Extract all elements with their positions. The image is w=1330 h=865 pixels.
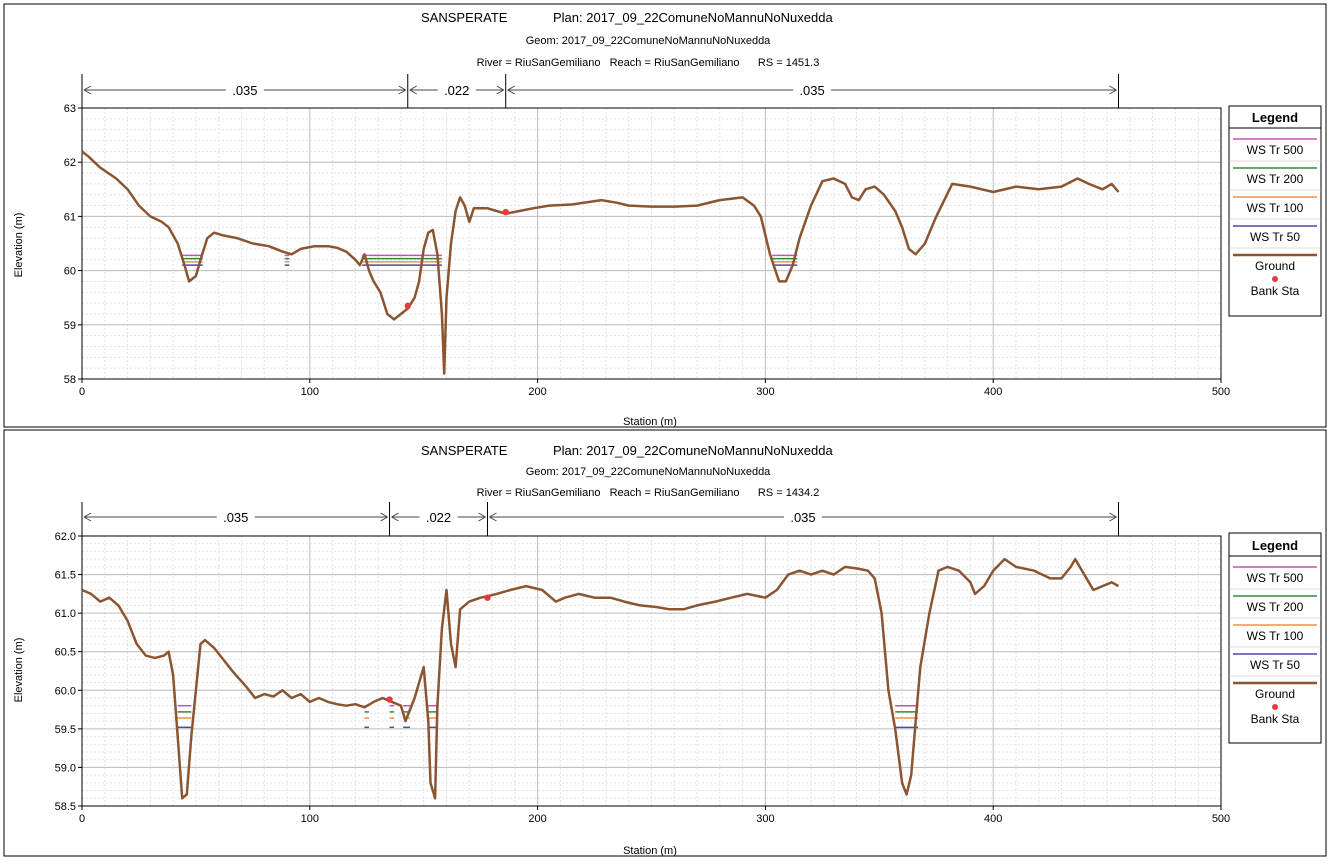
legend-label-ws50: WS Tr 50 <box>1250 658 1300 672</box>
manning-arrow-head <box>83 85 92 95</box>
legend-label-bank-station: Bank Sta <box>1251 712 1300 726</box>
chart1-plan: Plan: 2017_09_22ComuneNoMannuNoNuxedda <box>553 10 833 25</box>
y-tick-label: 60 <box>64 266 76 278</box>
legend-label-ws500: WS Tr 500 <box>1247 571 1304 585</box>
chart1-x-axis-label: Station (m) <box>623 416 677 428</box>
manning-n-label: .022 <box>444 83 469 98</box>
x-tick-label: 400 <box>984 813 1002 825</box>
legend-label-ws200: WS Tr 200 <box>1247 600 1304 614</box>
bank-station-point <box>502 208 509 216</box>
chart1-title: SANSPERATE <box>421 10 508 25</box>
bank-station-point <box>404 302 411 310</box>
bank-station-point <box>386 696 393 703</box>
y-tick-label: 61 <box>64 211 76 223</box>
chart2-river-reach: River = RiuSanGemiliano Reach = RiuSanGe… <box>477 487 820 499</box>
y-tick-label: 59.5 <box>55 724 76 736</box>
x-tick-label: 200 <box>528 386 546 398</box>
manning-n-label: .035 <box>799 83 824 98</box>
chart2-plan: Plan: 2017_09_22ComuneNoMannuNoNuxedda <box>553 443 833 458</box>
x-tick-label: 300 <box>756 813 774 825</box>
y-tick-label: 60.5 <box>55 647 76 659</box>
ground-line <box>81 150 1120 375</box>
y-tick-label: 62 <box>64 157 76 169</box>
plot-area-border <box>81 535 1222 807</box>
manning-n-label: .035 <box>790 510 815 525</box>
chart2-geom: Geom: 2017_09_22ComuneNoMannuNoNuxedda <box>526 466 771 478</box>
chart2-y-axis-label: Elevation (m) <box>13 638 25 703</box>
manning-n-label: .035 <box>232 83 257 98</box>
manning-arrow-head <box>489 512 497 522</box>
y-tick-label: 60.0 <box>55 685 76 697</box>
manning-arrow-head <box>409 85 418 95</box>
legend-label-ws100: WS Tr 100 <box>1247 629 1304 643</box>
manning-arrow-head <box>83 512 92 522</box>
manning-arrow-head <box>478 512 486 522</box>
bank-station-point <box>484 594 491 601</box>
y-tick-label: 59 <box>64 320 76 332</box>
x-tick-label: 0 <box>79 813 85 825</box>
legend-label-ws50: WS Tr 50 <box>1250 230 1300 244</box>
plot-area-border <box>81 107 1222 380</box>
legend-swatch-bank-station <box>1272 276 1278 282</box>
x-tick-label: 400 <box>984 386 1002 398</box>
manning-arrow-head <box>398 85 407 95</box>
x-tick-label: 200 <box>528 813 546 825</box>
chart1-river-reach: River = RiuSanGemiliano Reach = RiuSanGe… <box>477 57 820 69</box>
manning-arrow-head <box>496 85 504 95</box>
y-tick-label: 59.0 <box>55 762 76 774</box>
legend-label-ws500: WS Tr 500 <box>1247 143 1304 157</box>
manning-arrow-head <box>1109 85 1117 95</box>
y-tick-label: 61.0 <box>55 608 76 620</box>
chart1-y-axis-label: Elevation (m) <box>13 213 25 278</box>
y-tick-label: 63 <box>64 103 76 115</box>
y-tick-label: 58.5 <box>55 801 76 813</box>
manning-arrow-head <box>391 512 399 522</box>
legend-title: Legend <box>1252 538 1298 553</box>
x-tick-label: 500 <box>1212 386 1230 398</box>
legend-swatch-bank-station <box>1272 704 1278 710</box>
chart2-title: SANSPERATE <box>421 443 508 458</box>
chart-frame-1451 <box>3 3 1327 428</box>
x-tick-label: 300 <box>756 386 774 398</box>
manning-arrow-head <box>507 85 515 95</box>
chart1-geom: Geom: 2017_09_22ComuneNoMannuNoNuxedda <box>526 35 771 47</box>
manning-n-label: .022 <box>426 510 451 525</box>
x-tick-label: 500 <box>1212 813 1230 825</box>
y-tick-label: 61.5 <box>55 570 76 582</box>
x-tick-label: 100 <box>301 386 319 398</box>
manning-arrow-head <box>1109 512 1117 522</box>
x-tick-label: 0 <box>79 386 85 398</box>
legend-label-ws100: WS Tr 100 <box>1247 201 1304 215</box>
y-tick-label: 62.0 <box>55 531 76 543</box>
ground-line <box>81 557 1120 800</box>
chart2-x-axis-label: Station (m) <box>623 845 677 857</box>
legend-title: Legend <box>1252 110 1298 125</box>
legend-label-ws200: WS Tr 200 <box>1247 172 1304 186</box>
manning-arrow-head <box>380 512 388 522</box>
chart-frame-1434 <box>3 429 1327 857</box>
legend-label-ground: Ground <box>1255 259 1295 273</box>
y-tick-label: 58 <box>64 374 76 386</box>
legend-label-ground: Ground <box>1255 687 1295 701</box>
manning-n-label: .035 <box>223 510 248 525</box>
legend-label-bank-station: Bank Sta <box>1251 284 1300 298</box>
x-tick-label: 100 <box>301 813 319 825</box>
